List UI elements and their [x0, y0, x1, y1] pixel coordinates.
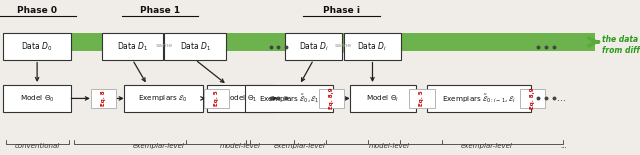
FancyBboxPatch shape: [3, 33, 71, 60]
FancyBboxPatch shape: [520, 89, 545, 108]
FancyBboxPatch shape: [319, 89, 344, 108]
FancyBboxPatch shape: [285, 33, 342, 60]
Text: exemplar-level: exemplar-level: [273, 143, 326, 149]
Text: Data $D_0$: Data $D_0$: [21, 40, 53, 53]
Text: model-level: model-level: [220, 143, 260, 149]
FancyBboxPatch shape: [102, 33, 163, 60]
Text: Eq. 8: Eq. 8: [101, 91, 106, 106]
FancyBboxPatch shape: [3, 85, 71, 112]
FancyBboxPatch shape: [409, 89, 435, 108]
Text: Data $D_1$: Data $D_1$: [179, 40, 211, 53]
Text: exemplar-level: exemplar-level: [460, 143, 513, 149]
Text: Phase 0: Phase 0: [17, 6, 57, 15]
Text: model-level: model-level: [369, 143, 410, 149]
FancyBboxPatch shape: [207, 85, 273, 112]
Bar: [4, 33, 595, 51]
Text: same: same: [335, 43, 351, 48]
FancyBboxPatch shape: [124, 85, 202, 112]
Text: Data $D_1$: Data $D_1$: [116, 40, 148, 53]
Text: Data $D_i$: Data $D_i$: [299, 40, 328, 53]
Text: Exemplars $\mathcal{E}_0$: Exemplars $\mathcal{E}_0$: [138, 93, 188, 104]
Text: Data $D_i$: Data $D_i$: [358, 40, 387, 53]
Text: ...: ...: [560, 143, 566, 149]
Text: the data sequence
from different classes: the data sequence from different classes: [602, 35, 640, 55]
FancyBboxPatch shape: [91, 89, 116, 108]
FancyBboxPatch shape: [204, 89, 229, 108]
Text: Model $\Theta_1$: Model $\Theta_1$: [223, 93, 257, 104]
Text: Eq. 8,9: Eq. 8,9: [530, 88, 535, 109]
Text: Model $\Theta_0$: Model $\Theta_0$: [20, 93, 54, 104]
Text: Exemplars $\tilde{\mathcal{E}}_0,\mathcal{E}_1$: Exemplars $\tilde{\mathcal{E}}_0,\mathca…: [259, 92, 319, 105]
Text: Eq. 5: Eq. 5: [214, 91, 219, 106]
Text: conventional: conventional: [15, 143, 60, 149]
Text: Model $\Theta_i$: Model $\Theta_i$: [366, 93, 399, 104]
FancyBboxPatch shape: [427, 85, 531, 112]
Text: same: same: [156, 43, 172, 48]
Text: exemplar-level: exemplar-level: [132, 143, 185, 149]
FancyBboxPatch shape: [164, 33, 226, 60]
FancyBboxPatch shape: [349, 85, 416, 112]
Text: ...: ...: [557, 93, 566, 103]
Text: Eq. 8,9: Eq. 8,9: [329, 88, 334, 109]
Text: Phase i: Phase i: [323, 6, 360, 15]
Text: Phase 1: Phase 1: [140, 6, 180, 15]
FancyBboxPatch shape: [344, 33, 401, 60]
FancyBboxPatch shape: [245, 85, 333, 112]
Text: Eq. 5: Eq. 5: [419, 91, 424, 106]
Text: Exemplars $\tilde{\mathcal{E}}_{0:i-1},\mathcal{E}_i$: Exemplars $\tilde{\mathcal{E}}_{0:i-1},\…: [442, 92, 516, 105]
